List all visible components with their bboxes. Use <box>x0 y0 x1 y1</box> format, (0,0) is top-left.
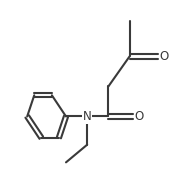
Text: N: N <box>83 110 92 123</box>
Text: O: O <box>135 110 144 123</box>
Text: O: O <box>160 50 169 63</box>
